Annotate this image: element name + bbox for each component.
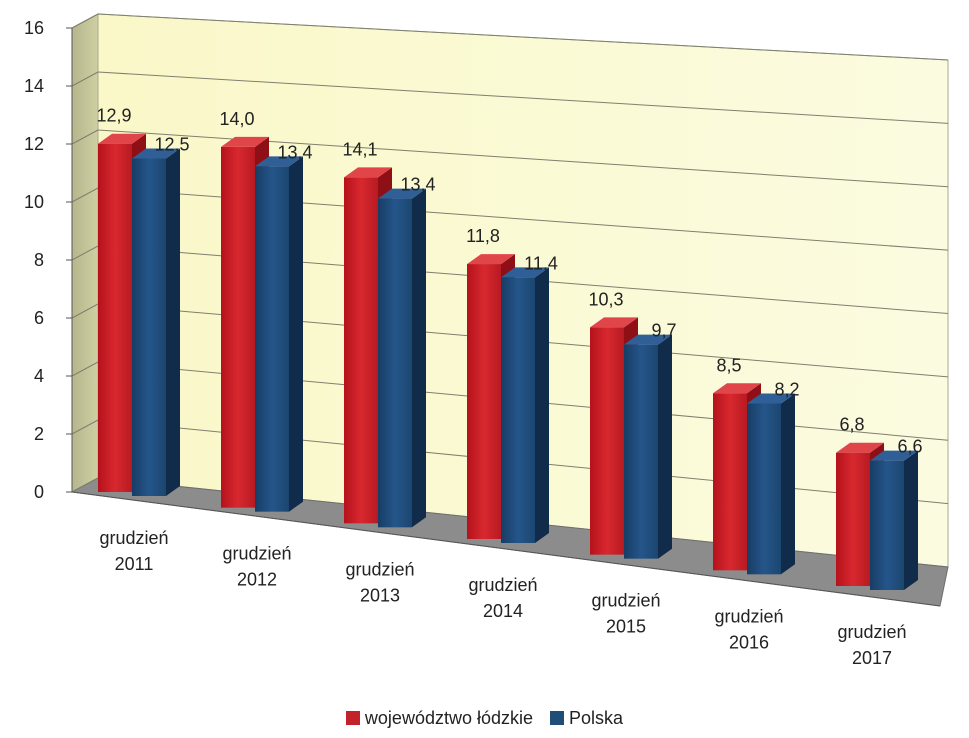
- side-gridline: [71, 71, 99, 87]
- gridline: [97, 71, 949, 124]
- bar-polska-6: [747, 393, 795, 575]
- gridline: [97, 13, 949, 61]
- legend-label-series-2: Polska: [569, 708, 624, 728]
- bar-front: [501, 277, 535, 543]
- bar-top: [590, 317, 638, 328]
- side-gridline: [71, 419, 99, 435]
- bar-top: [255, 156, 303, 167]
- data-label-lodzkie-3: 14,1: [342, 139, 377, 159]
- x-tick-label-3: grudzień 2013: [345, 559, 414, 605]
- y-tick-label: 14: [24, 76, 44, 96]
- bar-top: [624, 334, 672, 345]
- y-axis: 0 2 4 6 8 10 12 14 16: [24, 18, 73, 502]
- bar-side: [658, 334, 672, 559]
- bar-top: [221, 136, 269, 147]
- side-gridline: [71, 13, 99, 29]
- x-tick-label-2: grudzień 2012: [222, 544, 291, 590]
- y-tick-label: 16: [24, 18, 44, 38]
- bar-polska-5: [624, 334, 672, 559]
- legend-item-series-2: Polska: [550, 708, 623, 729]
- x-tick-label-4: grudzień 2014: [468, 575, 537, 621]
- legend-label-series-1: województwo łódzkie: [364, 708, 534, 728]
- legend: województwo łódzkie Polska: [0, 708, 969, 729]
- data-label-polska-7: 6,6: [897, 437, 922, 457]
- data-label-lodzkie-1: 12,9: [96, 106, 131, 126]
- bar-front: [378, 198, 412, 528]
- bar-front: [870, 460, 904, 590]
- plot-area: [70, 13, 949, 607]
- bar-polska-1: [132, 148, 180, 496]
- bar-side: [166, 148, 180, 496]
- data-label-polska-3: 13,4: [400, 175, 435, 195]
- bar-side: [781, 393, 795, 575]
- legend-swatch-series-1: [345, 711, 360, 725]
- side-gridline: [71, 303, 99, 319]
- side-gridline: [71, 477, 99, 493]
- data-label-lodzkie-7: 6,8: [839, 415, 864, 435]
- legend-swatch-series-2: [550, 711, 565, 725]
- x-tick-label-6: grudzień 2016: [714, 606, 783, 652]
- bar-side: [904, 450, 918, 590]
- bar-side: [412, 188, 426, 528]
- y-tick-label: 10: [24, 192, 44, 212]
- data-label-polska-5: 9,7: [651, 321, 676, 341]
- bar-polska-2: [255, 156, 303, 512]
- y-tick-label: 4: [34, 366, 44, 386]
- bar-front: [221, 146, 255, 508]
- bar-top: [870, 450, 918, 461]
- data-label-polska-4: 11,4: [524, 253, 558, 273]
- bar-side: [535, 267, 549, 543]
- bar-front: [98, 143, 132, 492]
- x-axis: grudzień 2011 grudzień 2012 grudzień 2013 grud…: [71, 491, 941, 668]
- x-tick-label-1: grudzień 2011: [99, 528, 168, 574]
- bar-polska-7: [870, 450, 918, 590]
- x-axis-line: [71, 491, 941, 607]
- side-gridline: [71, 129, 99, 145]
- bar-front: [132, 158, 166, 496]
- x-tick-label-7: grudzień 2017: [837, 622, 906, 668]
- bar-front: [590, 327, 624, 555]
- data-labels: 12,9 12,5 14,0 13,4 14,1 13,4 11,8 11,4 10,3 9,7 8…: [96, 106, 922, 457]
- data-label-polska-6: 8,2: [774, 380, 799, 400]
- bar-front: [344, 177, 378, 524]
- bar-top: [501, 267, 549, 278]
- data-label-lodzkie-6: 8,5: [716, 355, 741, 375]
- bar-front: [747, 403, 781, 575]
- bar-front: [624, 344, 658, 559]
- data-label-polska-2: 13,4: [277, 142, 312, 162]
- y-tick-label: 2: [34, 424, 44, 444]
- bar-polska-4: [501, 267, 549, 543]
- bar-top: [378, 188, 426, 199]
- y-tick-label: 6: [34, 308, 44, 328]
- bar-top: [747, 393, 795, 404]
- bar-top: [713, 383, 761, 394]
- bar-side: [289, 156, 303, 512]
- bar-front: [713, 393, 747, 571]
- bar-top: [467, 254, 515, 265]
- bar-front: [836, 452, 870, 586]
- y-tick-label: 12: [24, 134, 44, 154]
- data-label-lodzkie-2: 14,0: [219, 109, 254, 129]
- data-label-lodzkie-4: 11,8: [466, 226, 500, 246]
- bar-top: [836, 442, 884, 453]
- data-label-polska-1: 12,5: [154, 135, 189, 155]
- bar-top: [98, 133, 146, 144]
- bar-front: [255, 166, 289, 512]
- legend-item-series-1: województwo łódzkie: [345, 708, 534, 729]
- side-gridline: [71, 245, 99, 261]
- data-label-lodzkie-5: 10,3: [588, 289, 623, 309]
- bar-top: [132, 148, 180, 159]
- y-tick-label: 8: [34, 250, 44, 270]
- side-gridline: [71, 187, 99, 203]
- bar-front: [467, 264, 501, 539]
- x-tick-label-5: grudzień 2015: [591, 591, 660, 637]
- bar-polska-3: [378, 188, 426, 528]
- side-gridline: [71, 361, 99, 377]
- bar-top: [344, 167, 392, 178]
- y-tick-label: 0: [34, 482, 44, 502]
